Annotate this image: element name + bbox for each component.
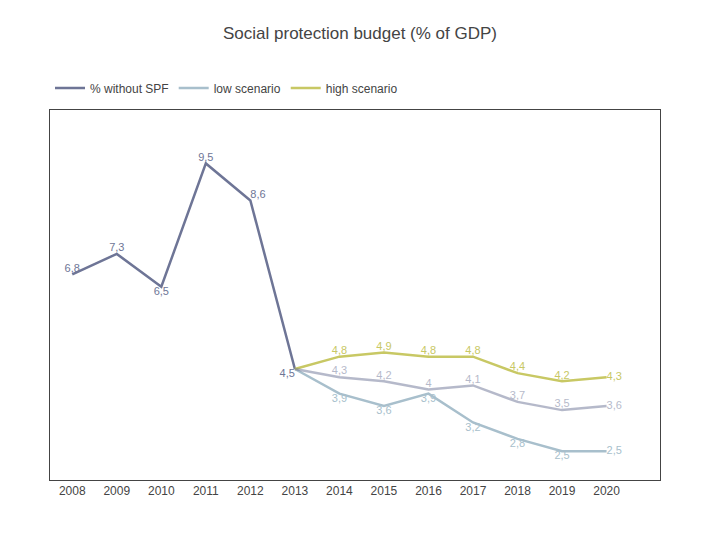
svg-text:2010: 2010	[148, 484, 175, 498]
svg-text:4,2: 4,2	[376, 369, 391, 381]
svg-text:2012: 2012	[237, 484, 264, 498]
svg-text:7,3: 7,3	[109, 241, 124, 253]
svg-text:4,3: 4,3	[332, 364, 347, 376]
svg-text:2008: 2008	[59, 484, 86, 498]
svg-text:2019: 2019	[549, 484, 576, 498]
svg-text:3,9: 3,9	[332, 392, 347, 404]
svg-text:2018: 2018	[504, 484, 531, 498]
svg-text:4,1: 4,1	[465, 373, 480, 385]
svg-text:% without SPF: % without SPF	[90, 82, 169, 96]
svg-text:3,9: 3,9	[421, 392, 436, 404]
svg-text:2015: 2015	[371, 484, 398, 498]
svg-text:3,5: 3,5	[554, 397, 569, 409]
svg-text:2017: 2017	[460, 484, 487, 498]
svg-text:4,8: 4,8	[465, 344, 480, 356]
svg-text:2,5: 2,5	[554, 449, 569, 461]
svg-text:4: 4	[425, 377, 431, 389]
svg-text:9,5: 9,5	[198, 151, 213, 163]
svg-text:2016: 2016	[415, 484, 442, 498]
svg-text:2011: 2011	[193, 484, 219, 498]
svg-text:6,5: 6,5	[154, 285, 169, 297]
svg-text:3,7: 3,7	[510, 389, 525, 401]
svg-text:2014: 2014	[326, 484, 353, 498]
svg-text:high scenario: high scenario	[326, 82, 398, 96]
svg-text:8,6: 8,6	[250, 188, 265, 200]
svg-text:2013: 2013	[282, 484, 309, 498]
svg-text:3,6: 3,6	[376, 404, 391, 416]
svg-text:2,8: 2,8	[510, 437, 525, 449]
svg-text:2,5: 2,5	[607, 444, 622, 456]
svg-text:2009: 2009	[103, 484, 130, 498]
svg-text:3,2: 3,2	[465, 421, 480, 433]
svg-text:4,9: 4,9	[376, 340, 391, 352]
svg-text:4,5: 4,5	[280, 367, 295, 379]
svg-text:low scenario: low scenario	[214, 82, 281, 96]
svg-text:Social protection budget (% of: Social protection budget (% of GDP)	[223, 24, 497, 43]
svg-text:4,8: 4,8	[332, 344, 347, 356]
svg-text:6,8: 6,8	[65, 262, 80, 274]
svg-text:4,4: 4,4	[510, 360, 525, 372]
svg-text:4,8: 4,8	[421, 344, 436, 356]
svg-text:3,6: 3,6	[607, 399, 622, 411]
svg-text:2020: 2020	[593, 484, 620, 498]
svg-text:4,3: 4,3	[607, 370, 622, 382]
svg-text:4,2: 4,2	[554, 369, 569, 381]
